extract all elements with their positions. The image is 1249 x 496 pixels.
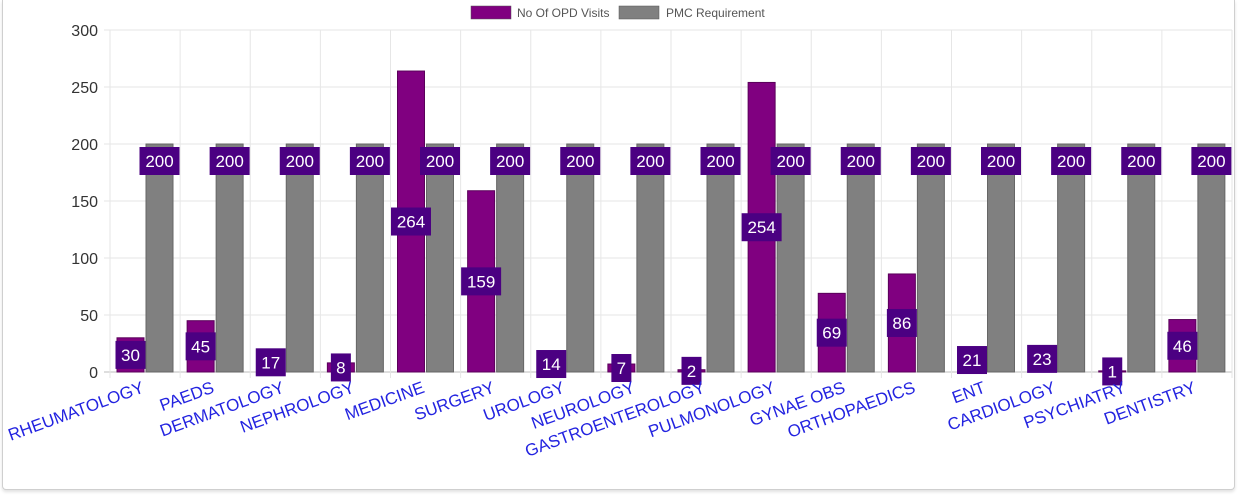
legend-label-1[interactable]: PMC Requirement bbox=[666, 6, 765, 20]
data-label-pmc-requirement: 200 bbox=[847, 152, 875, 171]
data-label-pmc-requirement-bg bbox=[840, 147, 881, 175]
data-label-pmc-requirement: 200 bbox=[636, 152, 664, 171]
data-label-opd-visits: 17 bbox=[261, 353, 280, 372]
data-label-pmc-requirement-bg bbox=[700, 147, 741, 175]
data-label-pmc-requirement-bg bbox=[630, 147, 671, 175]
data-label-pmc-requirement-bg bbox=[560, 147, 601, 175]
data-label-opd-visits-bg bbox=[611, 354, 632, 383]
data-label-opd-visits: 45 bbox=[191, 337, 210, 356]
bar-pmc-requirement[interactable] bbox=[846, 143, 875, 373]
data-label-pmc-requirement: 200 bbox=[987, 152, 1015, 171]
data-label-pmc-requirement: 200 bbox=[1127, 152, 1155, 171]
data-label-pmc-requirement-bg bbox=[1051, 147, 1092, 175]
data-label-pmc-requirement: 200 bbox=[917, 152, 945, 171]
data-label-opd-visits: 159 bbox=[467, 272, 495, 291]
data-label-opd-visits-bg bbox=[461, 267, 502, 296]
data-label-opd-visits: 14 bbox=[542, 355, 561, 374]
data-label-opd-visits-bg bbox=[1102, 357, 1123, 386]
data-label-pmc-requirement: 200 bbox=[356, 152, 384, 171]
data-label-opd-visits: 264 bbox=[397, 213, 425, 232]
data-label-opd-visits-bg bbox=[115, 340, 146, 369]
data-label-pmc-requirement: 200 bbox=[566, 152, 594, 171]
data-label-pmc-requirement: 200 bbox=[286, 152, 314, 171]
bar-pmc-requirement[interactable] bbox=[776, 143, 805, 373]
bar-pmc-requirement[interactable] bbox=[285, 143, 314, 373]
x-category-label: RHEUMATOLOGY bbox=[6, 378, 147, 445]
data-label-pmc-requirement-bg bbox=[1121, 147, 1162, 175]
data-label-pmc-requirement-bg bbox=[1191, 147, 1232, 175]
data-label-opd-visits-bg bbox=[1167, 331, 1198, 360]
y-tick-label: 200 bbox=[71, 137, 98, 154]
bar-pmc-requirement[interactable] bbox=[566, 143, 595, 373]
data-label-pmc-requirement-bg bbox=[279, 147, 320, 175]
y-tick-label: 250 bbox=[71, 80, 98, 97]
data-label-pmc-requirement-bg bbox=[981, 147, 1021, 175]
bar-pmc-requirement[interactable] bbox=[355, 143, 384, 373]
y-tick-label: 50 bbox=[80, 308, 98, 325]
data-label-pmc-requirement-bg bbox=[349, 147, 390, 175]
bar-pmc-requirement[interactable] bbox=[1127, 143, 1156, 373]
data-label-pmc-requirement-bg bbox=[770, 147, 811, 175]
data-label-pmc-requirement: 200 bbox=[426, 152, 454, 171]
legend-label-0[interactable]: No Of OPD Visits bbox=[517, 6, 609, 20]
data-label-pmc-requirement-bg bbox=[490, 147, 531, 175]
data-label-pmc-requirement: 200 bbox=[215, 152, 243, 171]
data-label-opd-visits-bg bbox=[741, 213, 782, 242]
data-label-pmc-requirement: 200 bbox=[706, 152, 734, 171]
data-label-pmc-requirement: 200 bbox=[1197, 152, 1225, 171]
data-label-opd-visits-bg bbox=[391, 207, 431, 236]
bar-pmc-requirement[interactable] bbox=[706, 143, 735, 373]
y-tick-label: 150 bbox=[71, 194, 98, 211]
data-label-opd-visits: 21 bbox=[963, 351, 982, 370]
bar-pmc-requirement[interactable] bbox=[987, 143, 1015, 373]
bar-pmc-requirement[interactable] bbox=[426, 143, 454, 373]
data-label-opd-visits: 86 bbox=[892, 314, 911, 333]
data-label-pmc-requirement-bg bbox=[139, 147, 180, 175]
data-label-opd-visits: 69 bbox=[822, 324, 841, 343]
data-label-pmc-requirement: 200 bbox=[776, 152, 804, 171]
data-label-opd-visits-bg bbox=[185, 332, 216, 361]
legend-swatch-1[interactable] bbox=[618, 5, 660, 20]
y-tick-label: 300 bbox=[71, 23, 98, 40]
data-label-opd-visits-bg bbox=[1027, 344, 1058, 373]
data-label-opd-visits: 46 bbox=[1173, 337, 1192, 356]
bar-pmc-requirement[interactable] bbox=[636, 143, 665, 373]
chart-panel bbox=[2, 0, 1235, 490]
legend-swatch-0[interactable] bbox=[470, 5, 512, 20]
data-label-opd-visits: 7 bbox=[617, 359, 626, 378]
data-label-opd-visits: 8 bbox=[336, 358, 345, 377]
bar-pmc-requirement[interactable] bbox=[145, 143, 174, 373]
data-label-opd-visits-bg bbox=[886, 308, 917, 337]
data-label-opd-visits-bg bbox=[330, 353, 351, 382]
bar-pmc-requirement[interactable] bbox=[1197, 143, 1226, 373]
y-tick-label: 100 bbox=[71, 251, 98, 268]
data-label-pmc-requirement-bg bbox=[209, 147, 250, 175]
data-label-pmc-requirement: 200 bbox=[496, 152, 524, 171]
data-label-opd-visits-bg bbox=[255, 348, 286, 377]
data-label-opd-visits: 30 bbox=[121, 346, 140, 365]
data-label-opd-visits-bg bbox=[536, 350, 567, 379]
data-label-opd-visits-bg bbox=[816, 318, 847, 347]
data-label-opd-visits-bg bbox=[957, 346, 987, 375]
data-label-pmc-requirement: 200 bbox=[1057, 152, 1085, 171]
data-label-opd-visits: 2 bbox=[687, 362, 696, 381]
data-label-pmc-requirement-bg bbox=[420, 147, 460, 175]
data-label-opd-visits: 23 bbox=[1033, 350, 1052, 369]
data-label-opd-visits: 1 bbox=[1108, 362, 1117, 381]
data-label-opd-visits: 254 bbox=[747, 218, 775, 237]
data-label-pmc-requirement: 200 bbox=[145, 152, 173, 171]
x-category-label: MEDICINE bbox=[342, 378, 427, 424]
data-label-opd-visits-bg bbox=[681, 356, 702, 385]
data-label-pmc-requirement-bg bbox=[910, 147, 951, 175]
y-tick-label: 0 bbox=[89, 365, 98, 382]
bar-pmc-requirement[interactable] bbox=[1057, 143, 1086, 373]
bar-pmc-requirement[interactable] bbox=[215, 143, 244, 373]
bar-pmc-requirement[interactable] bbox=[496, 143, 525, 373]
bar-pmc-requirement[interactable] bbox=[916, 143, 945, 373]
